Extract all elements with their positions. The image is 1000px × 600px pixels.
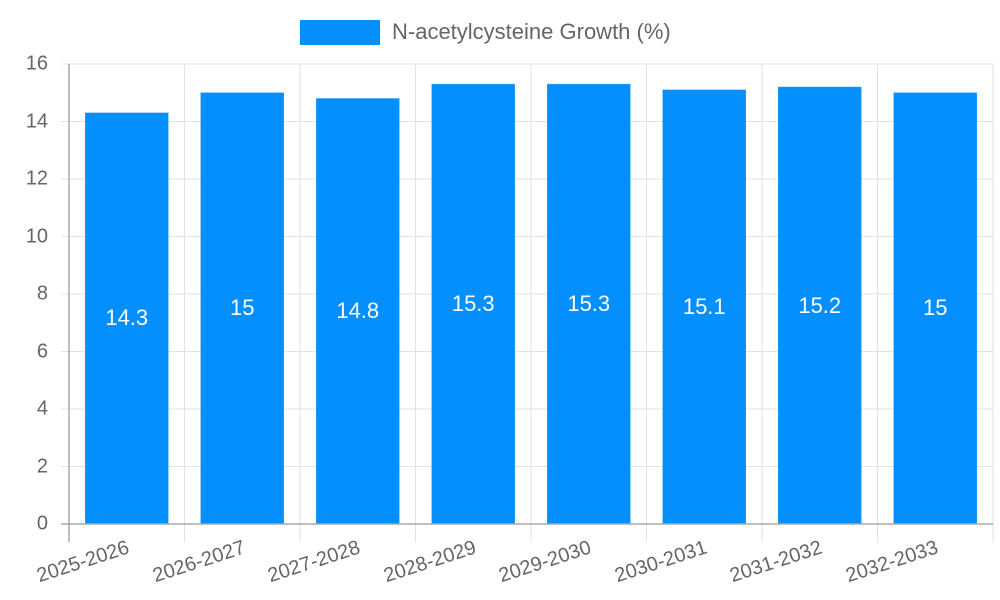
bar[interactable]: [547, 83, 631, 525]
bars: [85, 83, 977, 525]
bar-value-label: 15.3: [451, 291, 495, 317]
bar-value-label: 15.2: [798, 292, 842, 318]
y-tick-label: 12: [25, 167, 48, 190]
y-tick-label: 0: [36, 512, 48, 535]
bar-value-label: 14.3: [105, 305, 149, 331]
y-tick-label: 14: [25, 110, 48, 132]
bar-value-label: 15.3: [567, 291, 611, 317]
bar[interactable]: [662, 89, 746, 525]
y-tick-label: 4: [36, 397, 48, 420]
axes: [61, 64, 993, 542]
legend-swatch: [300, 19, 380, 45]
bar-value-label: 15: [230, 295, 255, 321]
bar[interactable]: [316, 98, 400, 525]
bar[interactable]: [893, 92, 977, 525]
y-tick-label: 8: [36, 282, 48, 305]
bar-value-label: 15: [923, 295, 948, 321]
legend-label: N-acetylcysteine Growth (%): [392, 19, 671, 44]
bar-value-label: 14.8: [336, 298, 380, 324]
y-tick-label: 6: [36, 340, 48, 362]
y-tick-label: 16: [25, 52, 48, 75]
bar[interactable]: [85, 112, 169, 525]
y-tick-label: 10: [25, 225, 48, 247]
bar-value-label: 15.1: [682, 293, 726, 319]
bar[interactable]: [778, 86, 862, 525]
bar[interactable]: [431, 83, 515, 525]
y-tick-label: 2: [36, 455, 48, 477]
bar[interactable]: [200, 92, 284, 525]
legend[interactable]: N-acetylcysteine Growth (%): [300, 18, 671, 46]
